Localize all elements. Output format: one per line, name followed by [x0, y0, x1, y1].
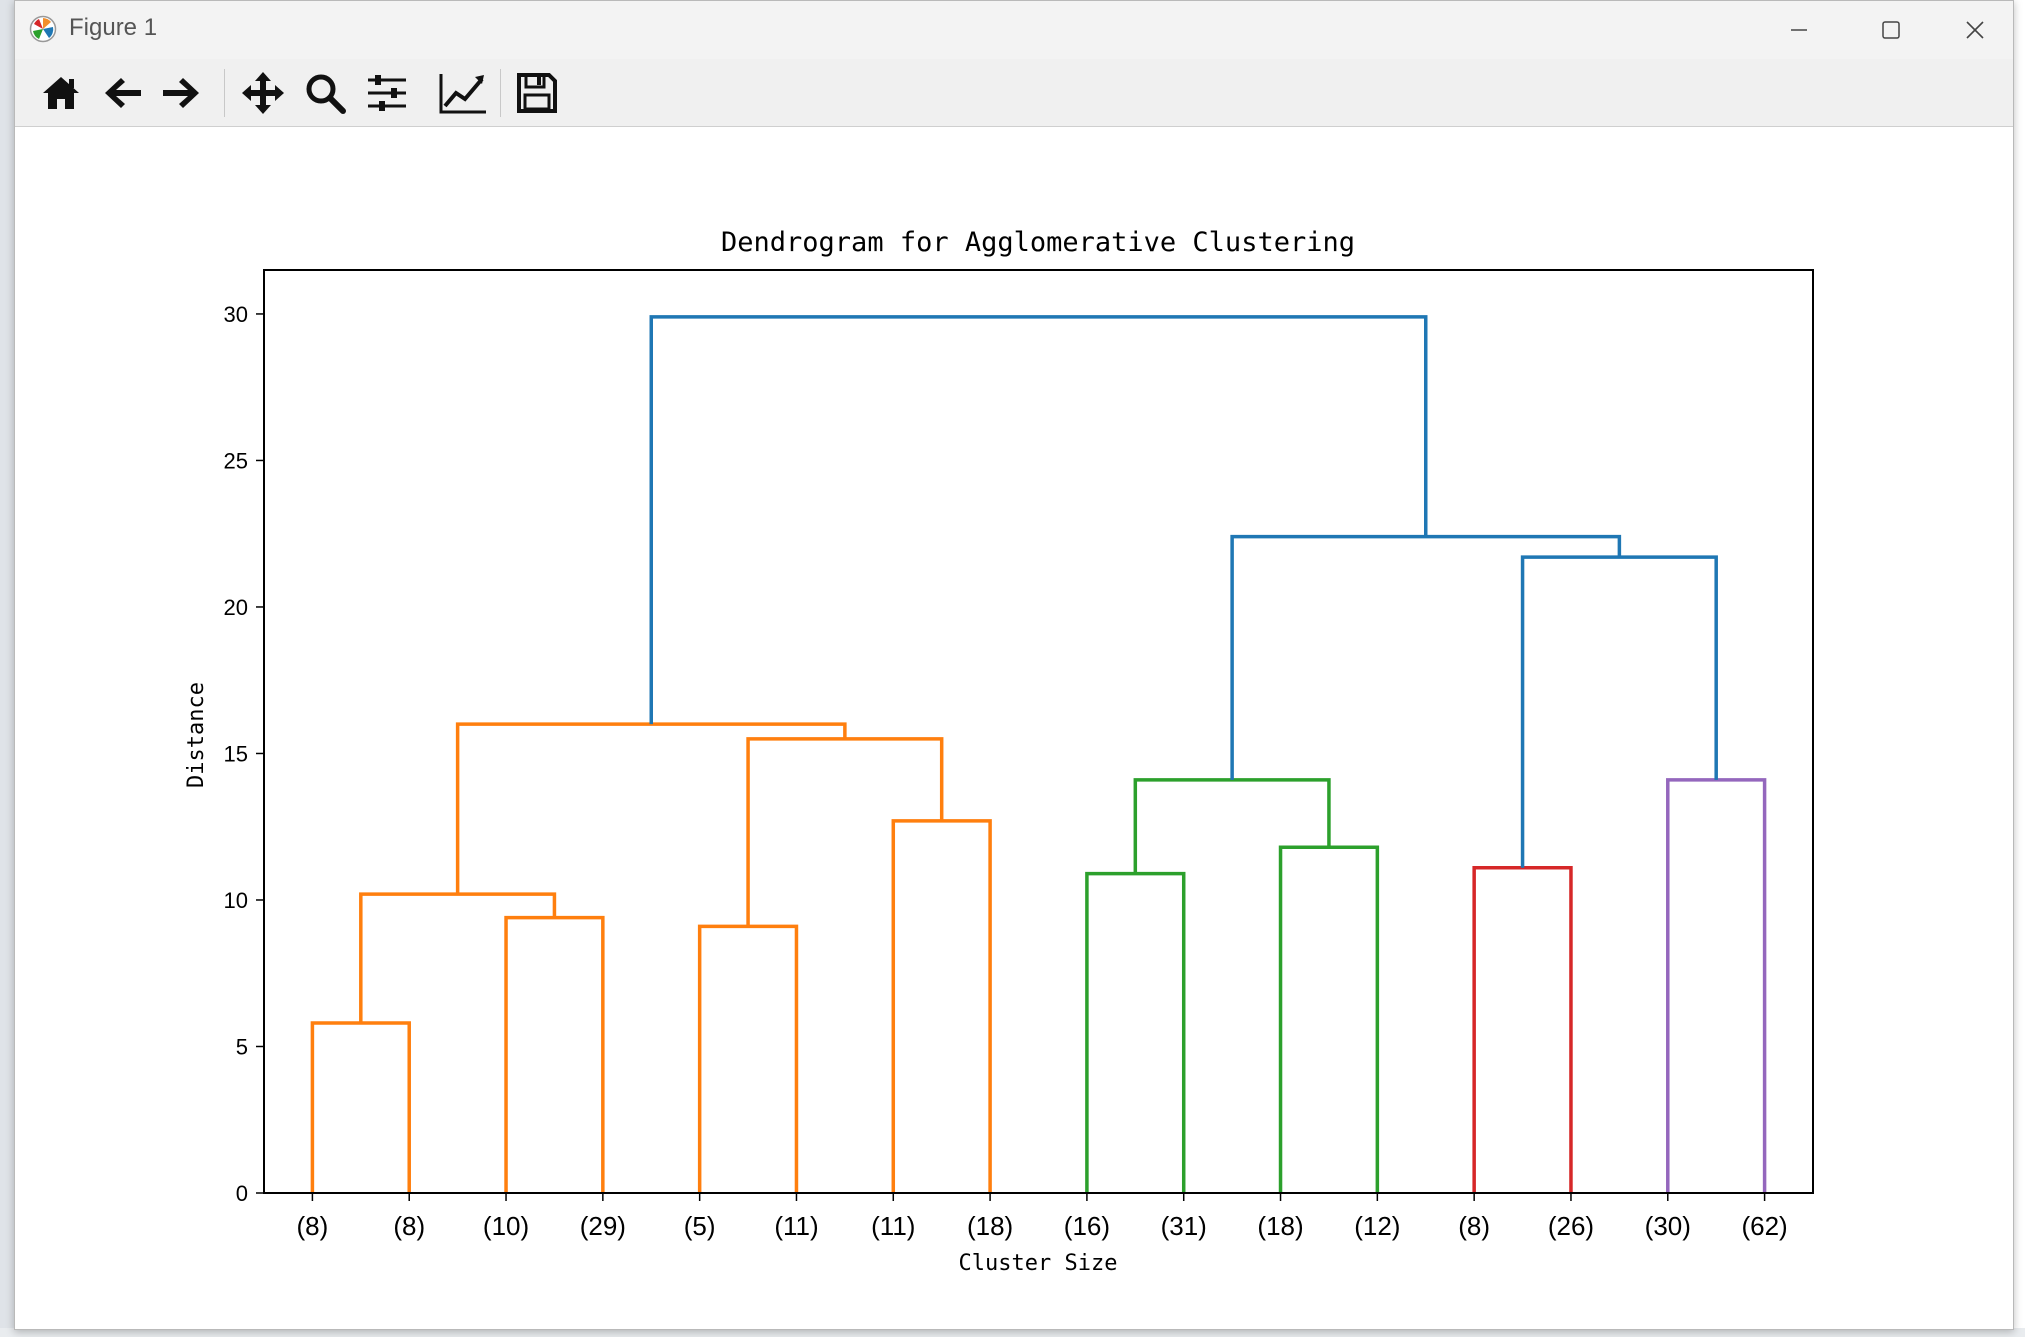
close-icon: [1966, 21, 1984, 39]
window-title: Figure 1: [69, 14, 158, 41]
y-tick-label: 10: [224, 888, 248, 913]
toolbar-separator: [500, 69, 501, 117]
leaf-size-label: (26): [1548, 1211, 1594, 1241]
back-button[interactable]: [97, 67, 149, 119]
configure-subplots-icon: [368, 75, 406, 111]
y-tick-label: 25: [224, 448, 248, 473]
dendrogram-link-orange: [455, 722, 847, 895]
y-tick-label: 20: [224, 595, 248, 620]
pan-button[interactable]: [237, 67, 289, 119]
y-axis-label: Distance: [184, 682, 209, 788]
configure-subplots-button[interactable]: [361, 67, 413, 119]
leaf-size-label: (8): [1458, 1211, 1490, 1241]
y-tick-label: 0: [236, 1181, 248, 1206]
leaf-size-label: (29): [580, 1211, 626, 1241]
dendrogram-link-orange: [310, 1021, 411, 1193]
figure-canvas[interactable]: Dendrogram for Agglomerative Clustering …: [15, 127, 2013, 1329]
back-arrow-icon: [105, 78, 141, 108]
leaf-size-label: (16): [1064, 1211, 1110, 1241]
leaf-size-label: (30): [1645, 1211, 1691, 1241]
leaf-size-label: (18): [967, 1211, 1013, 1241]
dendrogram-link-green: [1133, 778, 1331, 874]
y-tick-label: 5: [236, 1034, 248, 1059]
dendrogram-link-blue: [649, 315, 1428, 725]
dendrogram-link-orange: [746, 737, 944, 927]
minimize-button[interactable]: [1753, 1, 1845, 59]
dendrogram-link-orange: [891, 819, 992, 1193]
leaf-size-label: (62): [1741, 1211, 1787, 1241]
leaf-size-label: (18): [1257, 1211, 1303, 1241]
home-icon: [43, 77, 79, 109]
dendrogram-link-purple: [1666, 778, 1767, 1193]
edit-axis-icon: [439, 74, 486, 114]
y-tick-label: 15: [224, 741, 248, 766]
leaf-size-label: (8): [393, 1211, 425, 1241]
close-button[interactable]: [1937, 1, 2013, 59]
leaf-size-label: (10): [483, 1211, 529, 1241]
y-tick-label: 30: [224, 302, 248, 327]
dendrogram-link-blue: [1520, 555, 1718, 868]
dendrogram-link-red: [1472, 866, 1573, 1193]
dendrogram-link-green: [1085, 871, 1186, 1193]
save-icon: [517, 73, 557, 113]
zoom-magnifier-icon: [306, 74, 346, 114]
matplotlib-app-icon: [29, 15, 57, 43]
chart-title: Dendrogram for Agglomerative Clustering: [721, 227, 1355, 258]
maximize-button[interactable]: [1845, 1, 1937, 59]
home-button[interactable]: [35, 67, 87, 119]
dendrogram-plot: Dendrogram for Agglomerative Clustering …: [184, 227, 1814, 1276]
leaf-size-label: (5): [684, 1211, 716, 1241]
maximize-icon: [1882, 21, 1900, 39]
dendrogram-link-green: [1278, 845, 1380, 1193]
dendrogram-link-blue: [1230, 534, 1622, 780]
zoom-button[interactable]: [299, 67, 351, 119]
x-axis-label: Cluster Size: [959, 1251, 1118, 1276]
save-button[interactable]: [511, 67, 563, 119]
leaf-size-label: (8): [297, 1211, 329, 1241]
leaf-size-label: (31): [1161, 1211, 1207, 1241]
navigation-toolbar: [15, 59, 2013, 127]
leaf-size-label: (11): [774, 1211, 818, 1241]
title-bar[interactable]: Figure 1: [15, 1, 2013, 59]
minimize-icon: [1791, 29, 1807, 31]
pan-move-icon: [242, 72, 284, 114]
toolbar-separator: [224, 69, 225, 117]
leaf-size-label: (11): [871, 1211, 915, 1241]
plot-axes-frame: [263, 269, 1814, 1194]
dendrogram-link-orange: [359, 892, 557, 1024]
desktop-background-right: [2012, 0, 2025, 1337]
figure-window: Figure 1: [14, 0, 2014, 1330]
dendrogram-link-orange: [504, 915, 605, 1193]
edit-axis-button[interactable]: [437, 67, 489, 119]
dendrogram-link-orange: [697, 924, 799, 1193]
forward-button[interactable]: [155, 67, 207, 119]
forward-arrow-icon: [163, 78, 199, 108]
leaf-size-label: (12): [1354, 1211, 1400, 1241]
desktop-background-bottom: [0, 1328, 2025, 1337]
